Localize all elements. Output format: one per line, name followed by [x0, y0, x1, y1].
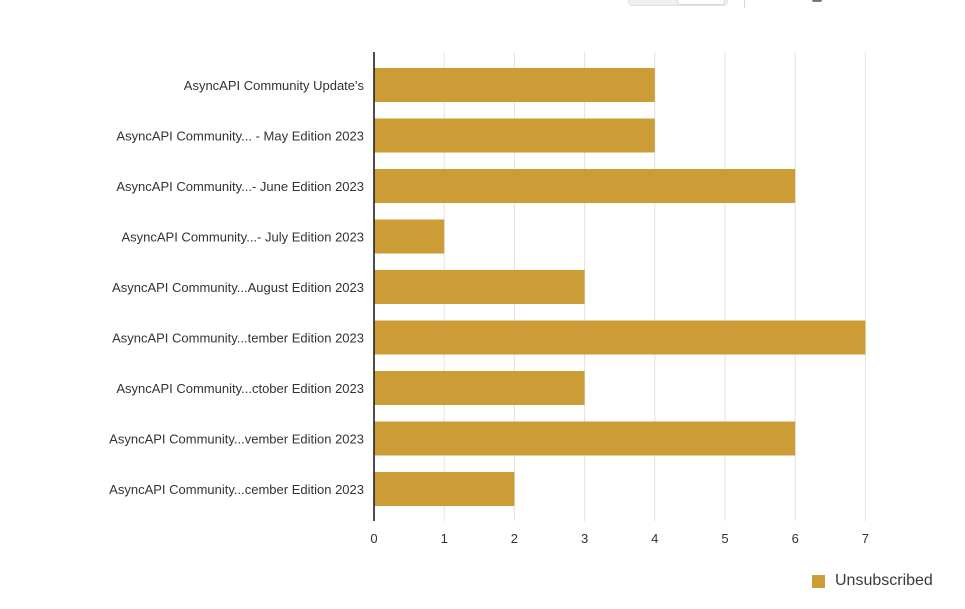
x-tick-label: 2: [511, 531, 518, 546]
x-tick-label: 3: [581, 531, 588, 546]
view-toggle[interactable]: [628, 0, 728, 6]
view-toggle-active-option[interactable]: [677, 0, 725, 5]
category-label: AsyncAPI Community...- July Edition 2023: [121, 230, 364, 245]
x-tick-label: 0: [370, 531, 377, 546]
bar[interactable]: [374, 371, 585, 405]
category-label: AsyncAPI Community...ctober Edition 2023: [116, 381, 364, 396]
bar[interactable]: [374, 169, 796, 203]
category-label: AsyncAPI Community Update's: [184, 78, 365, 93]
bar[interactable]: [374, 320, 866, 355]
category-label: AsyncAPI Community...tember Edition 2023: [112, 331, 364, 346]
header-divider: [744, 0, 745, 8]
category-label: AsyncAPI Community... - May Edition 2023: [116, 129, 364, 144]
category-label: AsyncAPI Community...cember Edition 2023: [109, 482, 364, 497]
x-tick-label: 1: [441, 531, 448, 546]
x-tick-label: 5: [721, 531, 728, 546]
x-tick-label: 6: [792, 531, 799, 546]
x-tick-label: 7: [862, 531, 869, 546]
x-tick-label: 4: [651, 531, 658, 546]
category-label: AsyncAPI Community...- June Edition 2023: [116, 179, 364, 194]
bar[interactable]: [374, 421, 796, 456]
bar[interactable]: [374, 270, 585, 304]
bar[interactable]: [374, 118, 655, 153]
bar[interactable]: [374, 472, 515, 506]
menu-icon[interactable]: [812, 0, 822, 2]
category-label: AsyncAPI Community...August Edition 2023: [112, 280, 364, 295]
legend[interactable]: Unsubscribed: [812, 572, 933, 590]
bar[interactable]: [374, 219, 445, 254]
legend-label-unsubscribed: Unsubscribed: [835, 572, 933, 589]
legend-swatch-unsubscribed: [812, 574, 825, 588]
category-label: AsyncAPI Community...vember Edition 2023: [109, 432, 364, 447]
bar[interactable]: [374, 68, 655, 102]
